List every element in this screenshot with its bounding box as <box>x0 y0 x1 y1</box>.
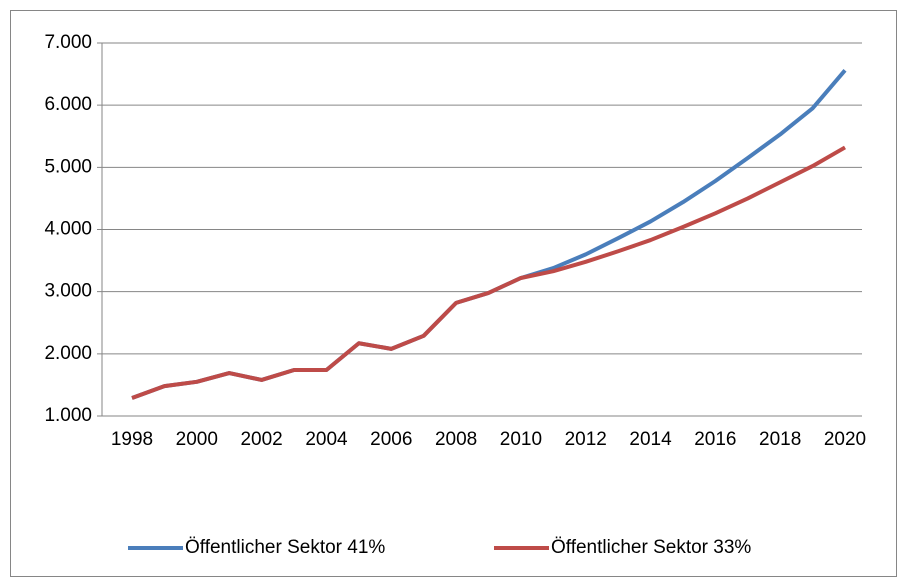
chart-border <box>10 10 897 577</box>
y-tick-label: 3.000 <box>44 281 92 302</box>
legend-label: Öffentlicher Sektor 41% <box>185 537 385 558</box>
y-tick-label: 2.000 <box>44 343 92 364</box>
legend-label: Öffentlicher Sektor 33% <box>551 537 751 558</box>
x-tick-label: 2020 <box>824 429 866 450</box>
x-tick-label: 2004 <box>305 429 348 450</box>
x-tick-label: 2008 <box>435 429 477 450</box>
y-tick-label: 6.000 <box>44 94 92 115</box>
y-tick-label: 4.000 <box>44 219 92 240</box>
x-tick-label: 2018 <box>759 429 801 450</box>
y-tick-label: 5.000 <box>44 156 92 177</box>
x-tick-label: 2014 <box>629 429 672 450</box>
x-tick-label: 2000 <box>176 429 218 450</box>
x-tick-label: 2016 <box>694 429 736 450</box>
x-tick-label: 2012 <box>565 429 607 450</box>
x-tick-label: 2006 <box>370 429 412 450</box>
x-tick-label: 2002 <box>240 429 282 450</box>
x-tick-label: 2010 <box>500 429 542 450</box>
y-tick-label: 1.000 <box>44 405 92 426</box>
line-series <box>131 145 846 400</box>
x-tick-label: 1998 <box>111 429 153 450</box>
y-tick-label: 7.000 <box>44 32 92 53</box>
